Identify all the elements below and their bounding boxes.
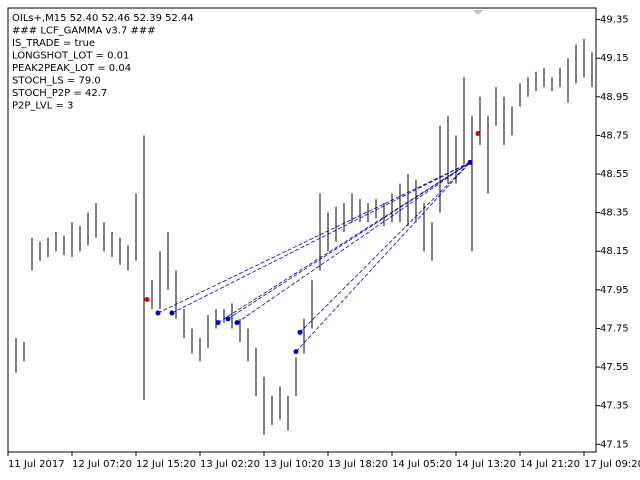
- signal-point: [155, 310, 161, 316]
- signal-point: [293, 349, 299, 355]
- x-tick-label: 11 Jul 2017: [8, 459, 65, 470]
- x-tick-label: 12 Jul 07:20: [72, 459, 132, 470]
- info-line: ### LCF_GAMMA v3.7 ###: [12, 26, 156, 37]
- y-tick-label: 48.35: [600, 208, 629, 219]
- signal-point: [297, 329, 303, 335]
- info-line: LONGSHOT_LOT = 0.01: [12, 51, 129, 62]
- signal-link: [171, 162, 471, 314]
- info-line: STOCH_P2P = 42.7: [12, 88, 107, 99]
- x-tick-label: 13 Jul 18:20: [328, 459, 388, 470]
- x-tick-label: 14 Jul 21:20: [520, 459, 580, 470]
- x-tick-label: 13 Jul 02:20: [200, 459, 260, 470]
- y-tick-label: 48.55: [600, 169, 629, 180]
- y-tick-label: 49.35: [600, 15, 629, 26]
- signal-link: [157, 162, 471, 314]
- signal-target: [467, 159, 473, 165]
- y-tick-label: 49.15: [600, 53, 629, 64]
- y-tick-label: 47.15: [600, 439, 629, 450]
- y-tick-label: 47.55: [600, 362, 629, 373]
- signal-point: [225, 316, 231, 322]
- x-tick-label: 14 Jul 13:20: [456, 459, 516, 470]
- info-line: OILs+,M15 52.40 52.46 52.39 52.44: [12, 13, 194, 24]
- signal-point: [234, 320, 240, 326]
- y-tick-label: 47.35: [600, 401, 629, 412]
- y-tick-label: 47.95: [600, 285, 629, 296]
- y-tick-label: 48.95: [600, 92, 629, 103]
- x-tick-label: 14 Jul 05:20: [392, 459, 452, 470]
- signal-point: [169, 310, 175, 316]
- signal-link: [227, 162, 471, 320]
- signal-link: [236, 162, 471, 323]
- signal-link: [217, 162, 471, 323]
- shift-marker: [473, 10, 483, 15]
- x-tick-label: 13 Jul 10:20: [264, 459, 324, 470]
- y-tick-label: 47.75: [600, 323, 629, 334]
- x-tick-label: 12 Jul 15:20: [136, 459, 196, 470]
- signal-point: [215, 320, 221, 326]
- y-tick-label: 48.75: [600, 130, 629, 141]
- signal-link: [295, 162, 471, 352]
- info-line: P2P_LVL = 3: [12, 101, 73, 112]
- info-line: STOCH_LS = 79.0: [12, 76, 101, 87]
- info-line: PEAK2PEAK_LOT = 0.04: [12, 63, 131, 74]
- y-tick-label: 48.15: [600, 246, 629, 257]
- info-line: IS_TRADE = true: [12, 38, 95, 49]
- signal-link: [299, 162, 471, 333]
- x-tick-label: 17 Jul 09:20: [584, 459, 640, 470]
- plot-frame: [7, 7, 597, 453]
- red-point: [144, 296, 150, 302]
- red-point: [475, 130, 481, 136]
